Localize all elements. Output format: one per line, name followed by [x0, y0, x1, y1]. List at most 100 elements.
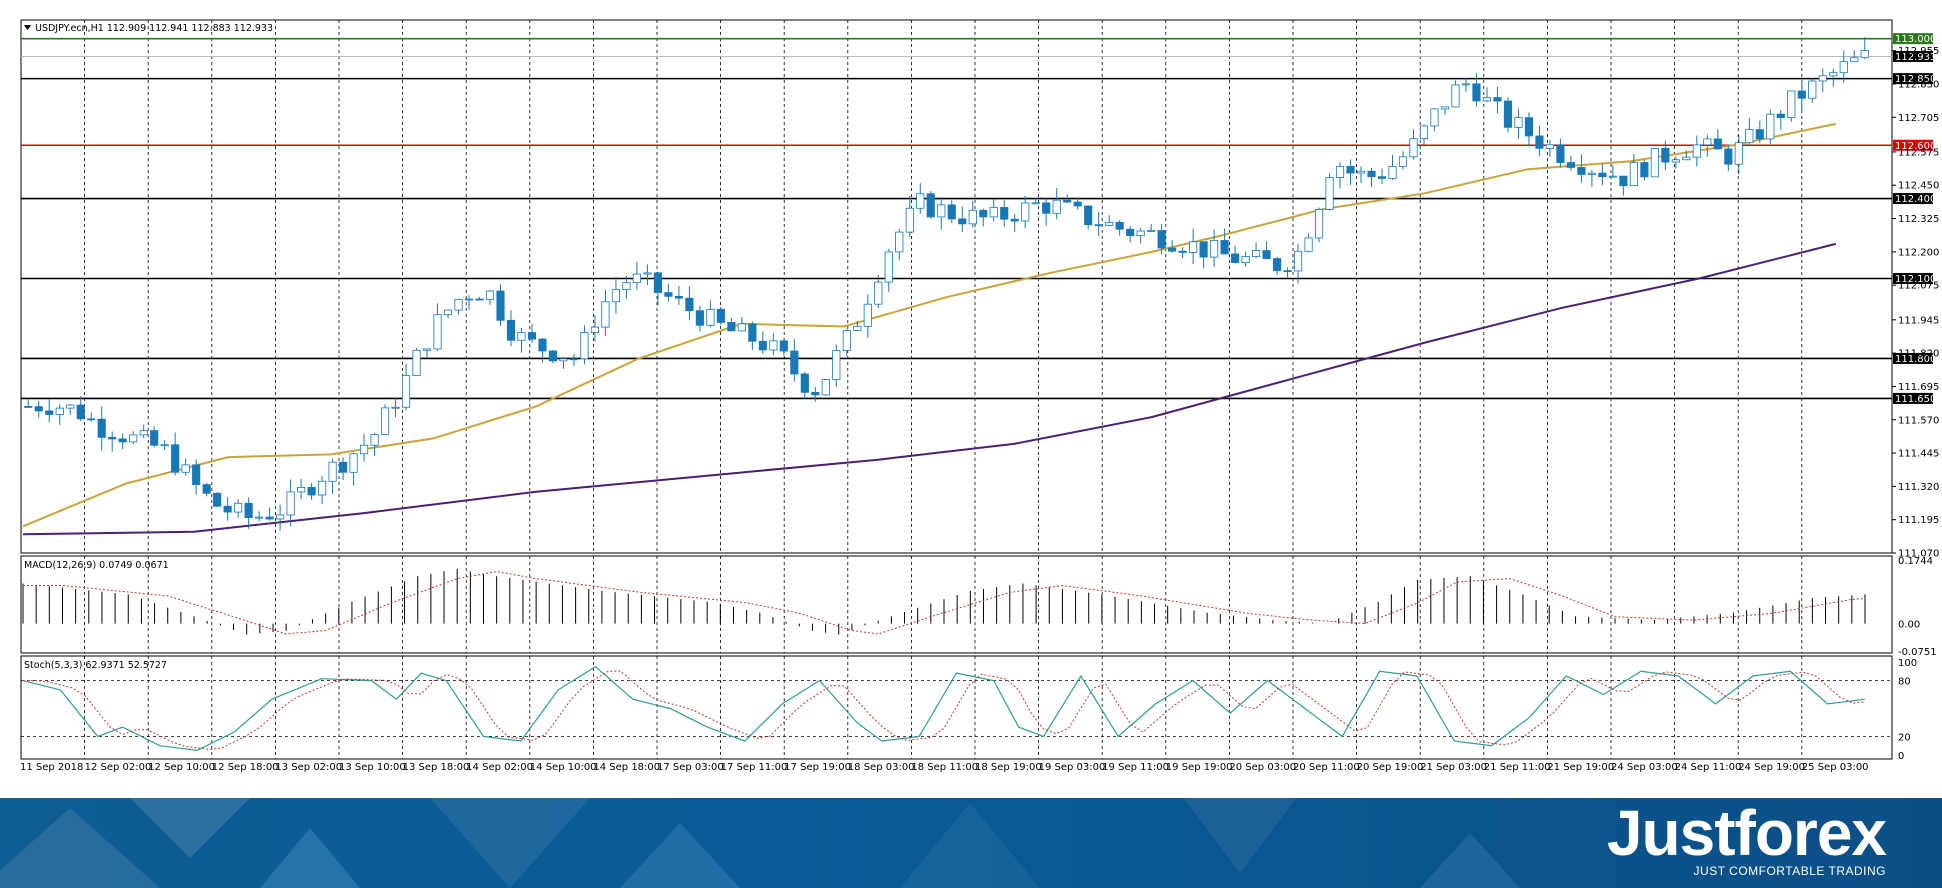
price-level-label: 111.650 — [1895, 394, 1936, 405]
candle-body — [716, 308, 725, 323]
candle-body — [664, 292, 673, 297]
brand-tagline: JUST COMFORTABLE TRADING — [1693, 864, 1886, 878]
candle-body — [370, 434, 379, 446]
candle-body — [1157, 230, 1166, 249]
candle-body — [1147, 230, 1156, 232]
candle-body — [1808, 80, 1817, 99]
candle-body — [34, 406, 43, 412]
candle-body — [1021, 202, 1030, 222]
decor-shape — [1180, 798, 1300, 873]
time-tick-label: 24 Sep 11:00 — [1675, 762, 1742, 773]
candle-body — [1356, 170, 1366, 174]
candle-body — [748, 323, 757, 342]
price-tick-label: 111.445 — [1898, 449, 1939, 460]
candle-body — [1629, 162, 1638, 187]
price-tick-label: 112.200 — [1898, 247, 1939, 258]
candle-body — [1304, 237, 1313, 252]
candle-body — [339, 461, 348, 473]
macd-tick-label: 0.1744 — [1898, 556, 1933, 567]
candle-body — [989, 207, 998, 218]
price-tick-label: 111.820 — [1898, 349, 1939, 360]
candle-body — [391, 406, 400, 409]
time-tick-label: 21 Sep 19:00 — [1547, 762, 1614, 773]
candle-body — [1566, 162, 1575, 168]
candle-body — [1766, 113, 1775, 140]
candle-body — [979, 209, 988, 218]
candle-body — [1482, 97, 1492, 102]
fast-ma-line — [22, 122, 1837, 528]
time-tick-label: 11 Sep 2018 — [20, 762, 83, 773]
decor-shape — [900, 803, 1040, 888]
candle-body — [223, 505, 232, 513]
candle-body — [601, 301, 610, 328]
candle-body — [1052, 199, 1061, 214]
candle-body — [695, 310, 704, 326]
price-level-label: 112.850 — [1895, 74, 1936, 85]
trading-chart[interactable]: 113.000 112.933 112.850 112.600 112.400 112.1… — [0, 0, 1942, 798]
chevron-down-icon[interactable] — [24, 25, 31, 30]
candle-body — [1189, 241, 1198, 253]
candle-body — [1713, 138, 1722, 150]
candle-body — [706, 308, 715, 326]
decor-shape — [0, 808, 160, 888]
price-tick-label: 111.945 — [1898, 315, 1939, 326]
candle-body — [527, 332, 537, 340]
candle-body — [422, 348, 432, 351]
price-level-tag — [1893, 193, 1933, 205]
candle-body — [1472, 83, 1481, 102]
price-tick-label: 112.575 — [1898, 147, 1939, 158]
candle-body — [1461, 83, 1471, 86]
candle-body — [401, 375, 411, 408]
candle-body — [1136, 230, 1145, 237]
price-level-label: 112.100 — [1895, 274, 1936, 285]
candle-body — [779, 340, 788, 352]
candle-body — [464, 298, 474, 301]
candle-body — [884, 251, 893, 283]
time-tick-label: 24 Sep 03:00 — [1611, 762, 1678, 773]
candle-body — [150, 430, 159, 446]
candle-body — [1419, 125, 1429, 140]
candle-body — [1010, 218, 1019, 222]
candle-body — [255, 516, 264, 519]
candle-body — [1094, 224, 1103, 227]
price-tick-label: 111.320 — [1898, 482, 1939, 493]
candle-body — [1252, 250, 1261, 257]
candle-body — [832, 350, 841, 380]
candle-body — [1430, 108, 1439, 127]
candle-body — [1734, 142, 1743, 165]
candle-body — [475, 298, 484, 301]
candle-body — [496, 290, 505, 321]
candle-body — [1126, 228, 1135, 237]
candle-body — [1000, 207, 1009, 220]
symbol-header[interactable]: USDJPY.ecn,H1 112.909 112.941 112.883 11… — [24, 23, 273, 34]
price-level-tag — [1893, 51, 1933, 63]
candle-body — [202, 484, 211, 494]
time-tick-label: 18 Sep 19:00 — [975, 762, 1042, 773]
candle-body — [811, 391, 820, 396]
candle-body — [1493, 97, 1502, 102]
time-tick-label: 19 Sep 11:00 — [1102, 762, 1169, 773]
candle-body — [727, 321, 736, 332]
candle-body — [569, 358, 579, 361]
candle-body — [1745, 129, 1754, 144]
time-tick-label: 12 Sep 02:00 — [85, 762, 152, 773]
candle-body — [1724, 148, 1733, 165]
candle-body — [1073, 201, 1082, 207]
candle-body — [108, 436, 117, 440]
time-tick-label: 20 Sep 03:00 — [1229, 762, 1296, 773]
candle-body — [1199, 241, 1208, 258]
candle-body — [1409, 138, 1418, 158]
candle-body — [653, 272, 662, 293]
candle-body — [580, 332, 589, 360]
price-tick-label: 112.325 — [1898, 214, 1939, 225]
candle-body — [1346, 165, 1355, 174]
candle-body — [454, 298, 463, 311]
time-tick-label: 21 Sep 11:00 — [1484, 762, 1551, 773]
moving-averages — [22, 122, 1837, 536]
candle-body — [674, 295, 683, 299]
candle-body — [1598, 172, 1607, 178]
candle-body — [643, 272, 652, 275]
candle-body — [1818, 75, 1827, 82]
candle-body — [506, 319, 516, 341]
decor-shape — [1420, 833, 1520, 888]
